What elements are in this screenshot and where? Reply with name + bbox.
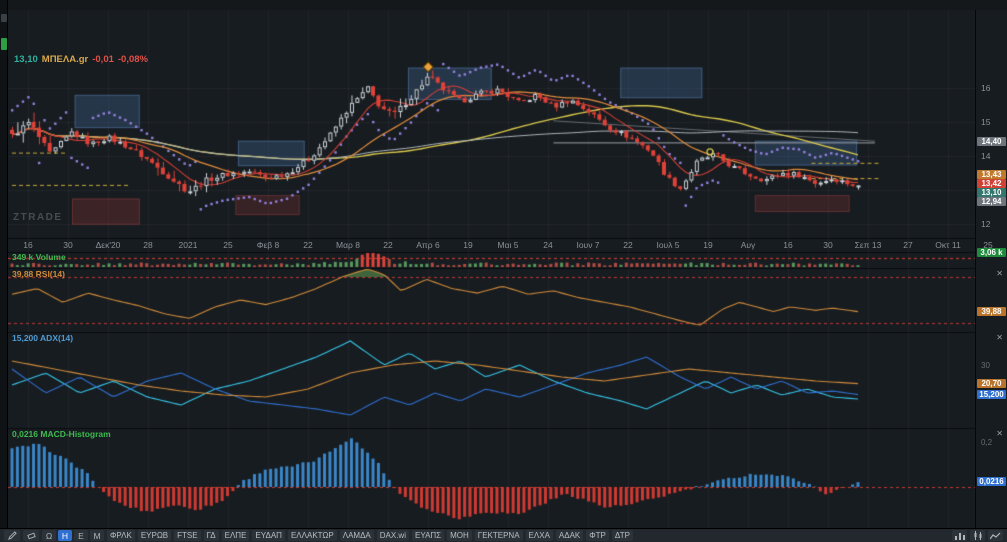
time-axis-label: 25	[983, 240, 993, 250]
time-axis-label: 30	[823, 240, 833, 250]
time-axis-label: Μαρ 8	[336, 240, 360, 250]
symbol-button-ΦΤΡ[interactable]: ΦΤΡ	[586, 530, 609, 541]
symbol-button-ΜΟΗ[interactable]: ΜΟΗ	[447, 530, 472, 541]
macd-scale-label: 0,2	[981, 438, 993, 447]
symbol-button-FTSE[interactable]: FTSE	[174, 530, 201, 541]
time-axis-label: 30	[63, 240, 73, 250]
time-axis-label: 16	[783, 240, 793, 250]
time-axis-label: Μαι 5	[497, 240, 519, 250]
time-axis-label: 27	[903, 240, 913, 250]
price-gridline-label: 15	[981, 117, 991, 127]
symbol-name[interactable]: ΜΠΕΛΑ.gr	[41, 54, 89, 65]
time-axis-label: Οκτ 11	[935, 240, 961, 250]
line-chart-icon[interactable]	[988, 530, 1003, 541]
price-gridline-label: 16	[981, 83, 991, 93]
rsi-panel-label[interactable]: 39,88 RSI(14)	[12, 269, 65, 279]
volume-value-badge: 3,06 k	[977, 248, 1006, 257]
time-axis-label: Ιουλ 5	[656, 240, 680, 250]
eraser-icon	[26, 532, 36, 540]
time-axis-label: Ιουν 7	[576, 240, 600, 250]
symbol-button-ΕΥΔΑΠ[interactable]: ΕΥΔΑΠ	[252, 530, 285, 541]
time-axis-label: Αυγ	[740, 240, 756, 250]
close-macd-panel-button[interactable]: ✕	[996, 429, 1003, 438]
time-axis-label: 22	[623, 240, 633, 250]
symbol-header: 13,10 ΜΠΕΛΑ.gr -0,01 -0,08%	[14, 54, 152, 65]
symbol-shortcut-group: ΦΡΛΚ ΕΥΡΩΒ FTSE ΓΔ ΕΛΠΕ ΕΥΔΑΠ ΕΛΛΑΚΤΩΡ ΛΑΜΔΑ DAX…	[107, 530, 633, 541]
timeframe-button-Ω[interactable]: Ω	[42, 530, 56, 541]
time-axis-label: 16	[23, 240, 33, 250]
price-gridline-label: 12	[981, 219, 991, 229]
time-axis-label: 19	[703, 240, 713, 250]
time-axis-label: Φεβ 8	[256, 240, 280, 250]
price-badge: 12,94	[977, 197, 1006, 207]
time-axis-label: 22	[383, 240, 393, 250]
symbol-button-ΕΛΠΕ[interactable]: ΕΛΠΕ	[221, 530, 250, 541]
macd-value-badge: 0,0216	[977, 477, 1006, 486]
symbol-button-ΦΡΛΚ[interactable]: ΦΡΛΚ	[107, 530, 135, 541]
pencil-tool-button[interactable]	[4, 530, 20, 541]
price-change: -0,01	[92, 54, 114, 65]
volume-panel-label[interactable]: 349 k Volume	[12, 252, 66, 262]
symbol-button-ΕΥΑΠΣ[interactable]: ΕΥΑΠΣ	[411, 530, 445, 541]
price-axis[interactable]: 1615141214,4013,4313,4213,1012,9430200,2…	[975, 10, 1007, 528]
price-badge: 13,42	[977, 179, 1006, 189]
price-badge: 13,10	[977, 188, 1006, 198]
time-axis-label: Απρ 6	[416, 240, 440, 250]
symbol-button-ΓΔ[interactable]: ΓΔ	[203, 530, 219, 541]
time-axis-label: 2021	[178, 240, 198, 250]
symbol-button-ΑΔΑΚ[interactable]: ΑΔΑΚ	[555, 530, 584, 541]
time-axis-label: 19	[463, 240, 473, 250]
symbol-button-ΛΑΜΔΑ[interactable]: ΛΑΜΔΑ	[339, 530, 374, 541]
symbol-button-ΕΥΡΩΒ[interactable]: ΕΥΡΩΒ	[137, 530, 172, 541]
timeframe-button-Ε[interactable]: Ε	[74, 530, 88, 541]
left-edge-strip	[0, 0, 8, 542]
time-axis-label: 24	[543, 240, 553, 250]
timeframe-button-Η[interactable]: Η	[58, 530, 72, 541]
adx-panel-label[interactable]: 15,200 ADX(14)	[12, 333, 74, 343]
price-change-pct: -0,08%	[117, 54, 148, 65]
price-badge: 13,43	[977, 170, 1006, 180]
close-adx-panel-button[interactable]: ✕	[996, 333, 1003, 342]
symbol-button-ΕΛΧΑ[interactable]: ΕΛΧΑ	[525, 530, 553, 541]
symbol-button-ΕΛΛΑΚΤΩΡ[interactable]: ΕΛΛΑΚΤΩΡ	[287, 530, 337, 541]
connection-status-icon[interactable]	[1, 38, 7, 50]
adx-scale-label: 30	[981, 361, 990, 370]
price-gridline-label: 14	[981, 151, 991, 161]
time-axis-label: 28	[143, 240, 153, 250]
symbol-button-DAX.wi[interactable]: DAX.wi	[376, 530, 409, 541]
rsi-value-badge: 39,88	[977, 307, 1006, 316]
symbol-button-ΓΕΚΤΕΡΝΑ[interactable]: ΓΕΚΤΕΡΝΑ	[474, 530, 523, 541]
timeframe-button-Μ[interactable]: Μ	[90, 530, 104, 541]
macd-panel-label[interactable]: 0,0216 MACD-Histogram	[12, 429, 111, 439]
left-strip-icon[interactable]	[1, 14, 7, 22]
last-price: 13,10	[14, 54, 38, 65]
price-badge: 14,40	[977, 137, 1006, 147]
time-axis-label: 25	[223, 240, 233, 250]
eraser-tool-button[interactable]	[23, 530, 39, 541]
di-value-badge: 15,200	[977, 390, 1006, 399]
main-chart-canvas[interactable]	[8, 10, 975, 528]
time-axis-label: Σεπ 13	[854, 240, 882, 250]
candlestick-icon[interactable]	[970, 530, 985, 541]
time-axis-label: Δεκ'20	[95, 240, 121, 250]
close-rsi-panel-button[interactable]: ✕	[996, 269, 1003, 278]
time-axis-label: 22	[303, 240, 313, 250]
time-axis[interactable]: 16 30 Δεκ'20 28 2021 25 Φεβ 8 22 Μαρ 8 22 Απρ 6 19 Μ…	[8, 238, 992, 252]
pencil-icon	[7, 531, 17, 540]
adx-value-badge: 20,70	[977, 379, 1006, 388]
bar-chart-icon[interactable]	[952, 530, 967, 541]
watermark: ZTRADE	[13, 212, 63, 223]
symbol-button-ΔΤΡ[interactable]: ΔΤΡ	[611, 530, 633, 541]
